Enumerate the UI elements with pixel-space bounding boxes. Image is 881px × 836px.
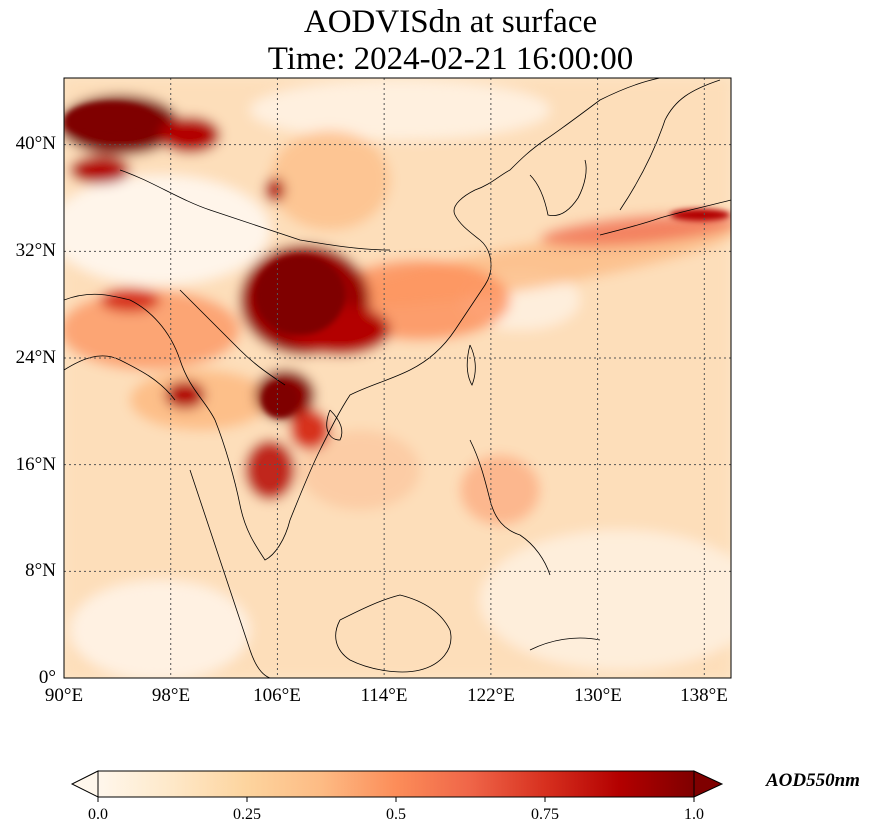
lat-tick-label: 40°N: [15, 133, 56, 154]
lat-tick-label: 16°N: [15, 454, 56, 475]
aod-field: [64, 78, 731, 678]
lon-tick-label: 138°E: [680, 685, 728, 706]
lat-tick-label: 32°N: [15, 240, 56, 261]
colorbar-max-extend: [693, 770, 724, 798]
lon-tick-label: 114°E: [360, 685, 408, 706]
lat-tick-label: 8°N: [25, 560, 56, 581]
colorbar-tick-label: 0.25: [233, 806, 261, 823]
lat-tick-label: 24°N: [15, 347, 56, 368]
lon-tick-label: 98°E: [151, 685, 191, 706]
map-title: AODVISdn at surface: [303, 4, 598, 40]
colorbar-tick-label: 0.75: [531, 806, 559, 823]
lon-tick-label: 122°E: [467, 685, 515, 706]
lon-tick-label: 106°E: [253, 685, 301, 706]
colorbar-tick-label: 0.0: [88, 806, 108, 823]
colorbar-min-extend: [70, 770, 99, 798]
colorbar-label: AOD550nm: [766, 770, 860, 791]
colorbar: [70, 770, 724, 802]
map-time-subtitle: Time: 2024-02-21 16:00:00: [267, 41, 634, 77]
lon-tick-label: 90°E: [44, 685, 84, 706]
lat-tick-label: 0°: [38, 667, 56, 688]
colorbar-tick-label: 1.0: [684, 806, 704, 823]
map-frame: [63, 77, 732, 679]
colorbar-gradient: [98, 771, 694, 797]
colorbar-tick-label: 0.5: [386, 806, 406, 823]
lon-tick-label: 130°E: [574, 685, 622, 706]
coastlines: [64, 78, 731, 678]
